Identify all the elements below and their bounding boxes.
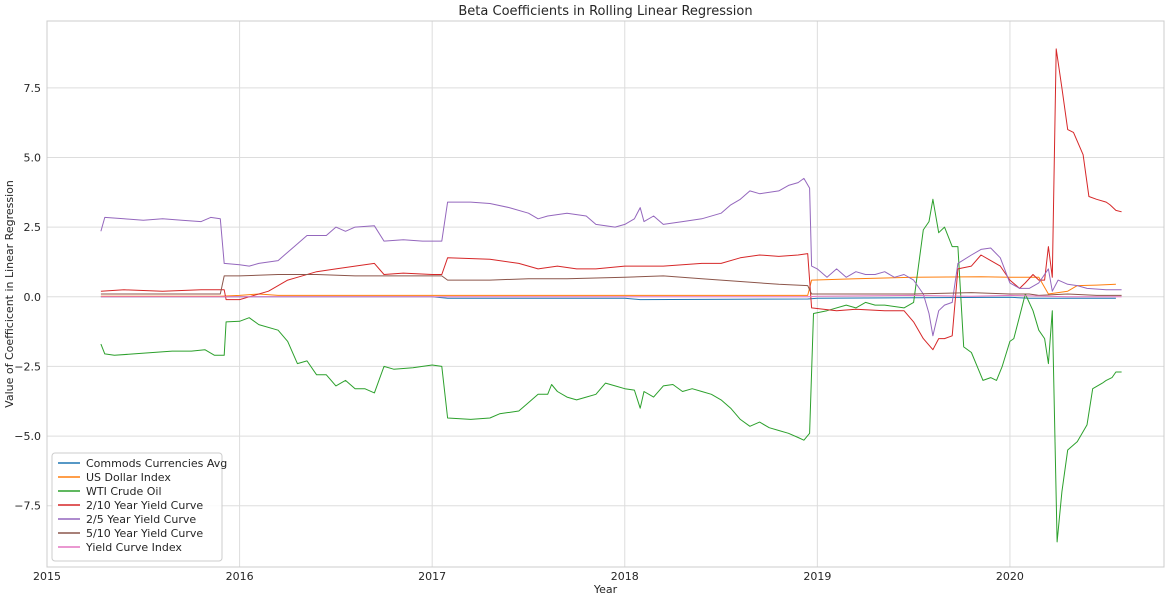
series-line-2 — [100, 198, 1122, 543]
y-axis-ticks: 7.5 5.0 2.5 0.0 −2.5 −5.0 −7.5 — [14, 82, 41, 513]
series-line-3 — [100, 48, 1122, 351]
y-tick-label: −7.5 — [14, 500, 41, 513]
y-tick-label: 2.5 — [24, 221, 42, 234]
legend-label: 2/10 Year Yield Curve — [86, 499, 203, 512]
legend-label: 5/10 Year Yield Curve — [86, 527, 203, 540]
series-line-1 — [100, 276, 1116, 297]
series-line-4 — [100, 177, 1122, 337]
series-lines — [100, 48, 1122, 543]
y-tick-label: 7.5 — [24, 82, 42, 95]
y-tick-label: −2.5 — [14, 360, 41, 373]
x-tick-label: 2017 — [418, 570, 446, 583]
series-line-5 — [100, 274, 1122, 296]
x-tick-label: 2020 — [996, 570, 1024, 583]
x-axis-label: Year — [593, 583, 618, 596]
legend-box — [51, 452, 223, 562]
plot-area-frame — [46, 20, 1165, 568]
y-tick-label: 5.0 — [24, 152, 42, 165]
x-tick-label: 2018 — [611, 570, 639, 583]
chart-title: Beta Coefficients in Rolling Linear Regr… — [458, 4, 752, 19]
x-tick-label: 2019 — [803, 570, 831, 583]
x-tick-label: 2016 — [226, 570, 254, 583]
legend-label: Commods Currencies Avg — [86, 457, 227, 470]
series-line-6 — [100, 294, 1122, 298]
y-tick-label: 0.0 — [24, 291, 42, 304]
x-tick-label: 2015 — [33, 570, 61, 583]
y-tick-label: −5.0 — [14, 430, 41, 443]
x-axis-ticks: 2015 2016 2017 2018 2019 2020 — [33, 570, 1024, 583]
y-axis-label: Value of Coefficicent in Linear Regressi… — [3, 180, 16, 408]
legend-label: 2/5 Year Yield Curve — [86, 513, 196, 526]
legend-label: Yield Curve Index — [85, 541, 182, 554]
legend-label: US Dollar Index — [86, 471, 171, 484]
legend-label: WTI Crude Oil — [86, 485, 162, 498]
